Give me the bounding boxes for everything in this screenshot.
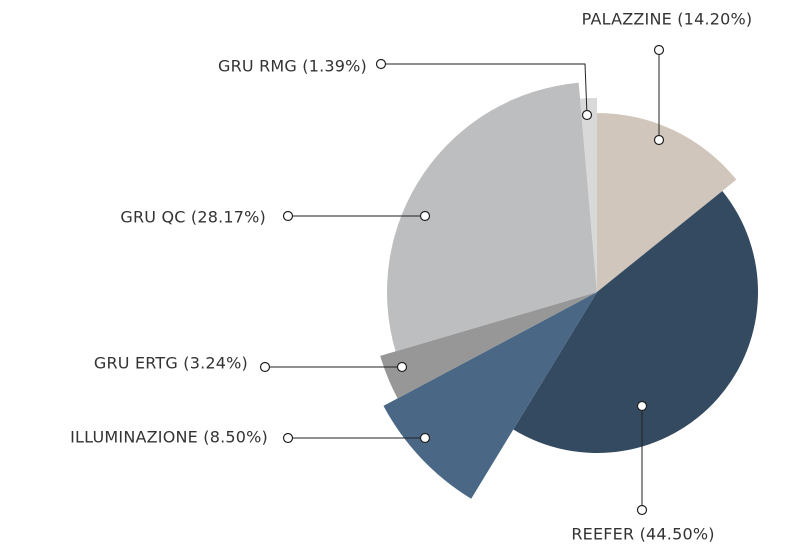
pie-slice [513, 190, 758, 454]
slice-label: ILLUMINAZIONE (8.50%) [70, 428, 268, 447]
leader-dot [636, 400, 648, 412]
slice-label: GRU QC (28.17%) [120, 208, 266, 227]
leader-dot [375, 58, 387, 70]
slice-label: GRU ERTG (3.24%) [94, 354, 248, 373]
leader-dot [653, 134, 665, 146]
slice-label: PALAZZINE (14.20%) [582, 10, 753, 29]
leader-line [381, 63, 588, 116]
pie-slice [597, 113, 737, 292]
leader-dot [419, 432, 431, 444]
leader-dot [581, 109, 593, 121]
leader-dot [419, 210, 431, 222]
leader-dot [282, 432, 294, 444]
pie-slice [380, 292, 597, 399]
pie-slice [383, 292, 597, 499]
leader-dot [259, 361, 271, 373]
leader-dot [282, 210, 294, 222]
leader-dot [636, 504, 648, 516]
leader-dot [653, 44, 665, 56]
pie-slice [580, 98, 597, 292]
slice-label: GRU RMG (1.39%) [218, 57, 367, 76]
pie-slice [387, 82, 597, 352]
slice-label: REEFER (44.50%) [571, 525, 714, 544]
leader-dot [396, 361, 408, 373]
